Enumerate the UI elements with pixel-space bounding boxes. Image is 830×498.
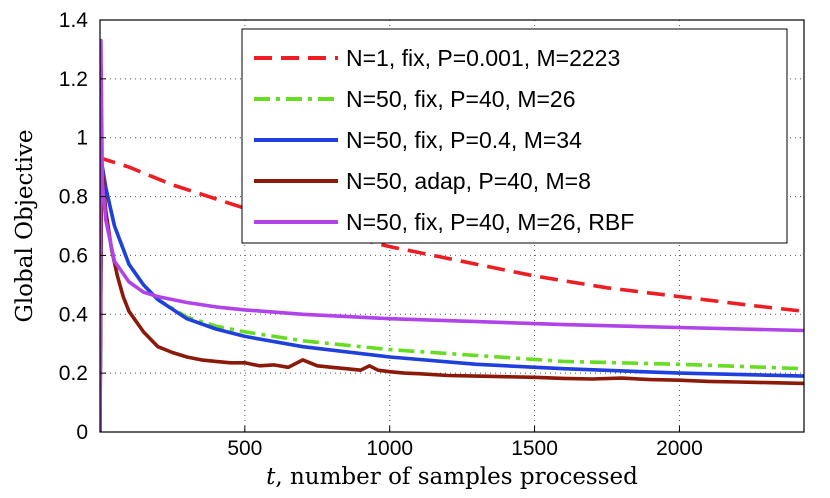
series-line-3 bbox=[100, 159, 804, 433]
y-tick-label-6: 1.2 bbox=[59, 68, 88, 91]
legend-box bbox=[241, 28, 788, 244]
legend-label-2: N=50, fix, P=40, M=26 bbox=[346, 86, 576, 112]
legend-label-1: N=1, fix, P=0.001, M=2223 bbox=[346, 45, 620, 71]
series-line-5 bbox=[100, 38, 804, 433]
series-line-1 bbox=[100, 156, 804, 433]
y-tick-label-7: 1.4 bbox=[59, 9, 89, 32]
series-line-2 bbox=[100, 159, 804, 433]
x-tick-label-2000: 2000 bbox=[656, 437, 703, 460]
y-tick-label-3: 0.6 bbox=[59, 244, 88, 267]
legend-label-5: N=50, fix, P=40, M=26, RBF bbox=[346, 209, 634, 235]
legend-label-4: N=50, adap, P=40, M=8 bbox=[346, 168, 591, 194]
x-tick-label-1500: 1500 bbox=[511, 437, 558, 460]
y-axis-label: Global Objective bbox=[12, 129, 38, 322]
plot-area bbox=[100, 38, 804, 433]
x-axis-label: t, number of samples processed bbox=[266, 464, 638, 490]
legend-label-3: N=50, fix, P=0.4, M=34 bbox=[346, 127, 582, 153]
y-tick-label-4: 0.8 bbox=[59, 186, 88, 209]
series-line-4 bbox=[100, 159, 804, 433]
legend: N=1, fix, P=0.001, M=2223 N=50, fix, P=40… bbox=[241, 28, 788, 244]
x-axis-label-text: , number of samples processed bbox=[275, 464, 638, 490]
y-tick-label-0: 0 bbox=[76, 421, 88, 444]
x-tick-label-500: 500 bbox=[227, 437, 262, 460]
x-axis-label-var: t bbox=[266, 464, 276, 490]
y-tick-label-1: 0.2 bbox=[59, 362, 88, 385]
axis-ticks: 500 1000 1500 2000 0 0.2 0.4 0.6 0.8 1 1.2 1.4 bbox=[59, 9, 703, 460]
plot-frame bbox=[99, 19, 805, 433]
y-tick-label-5: 1 bbox=[76, 127, 88, 150]
x-tick-label-1000: 1000 bbox=[366, 437, 413, 460]
y-tick-label-2: 0.4 bbox=[59, 303, 89, 326]
